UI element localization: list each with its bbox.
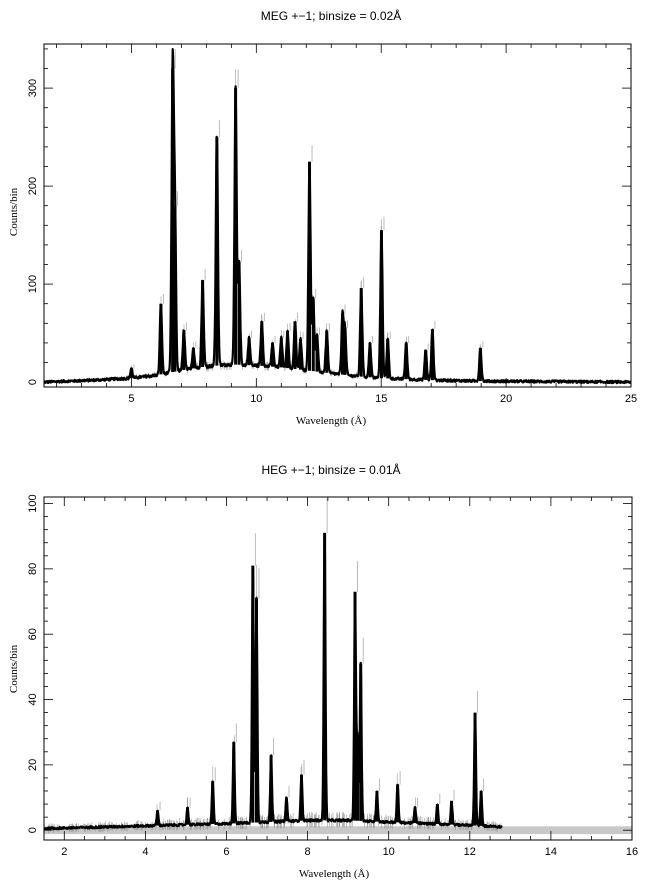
heg-frame [43, 496, 633, 841]
meg-plot-area: 5 10 15 20 25 0 100 200 300 [27, 44, 637, 405]
x-tick-label: 5 [128, 393, 134, 405]
x-tick-label: 6 [223, 846, 229, 858]
meg-xlabel: Wavelength (Å) [296, 415, 367, 427]
heg-title: HEG +−1; binsize = 0.01Å [261, 462, 400, 477]
heg-panel: HEG +−1; binsize = 0.01Å Wavelength (Å) … [8, 462, 638, 880]
y-tick-label: 300 [27, 79, 39, 97]
x-tick-label: 14 [545, 846, 557, 858]
x-tick-label: 15 [375, 393, 387, 405]
x-tick-label: 12 [464, 846, 476, 858]
x-tick-label: 16 [626, 846, 638, 858]
x-tick-label: 20 [500, 393, 512, 405]
spectrum-series [43, 47, 632, 385]
heg-xlabel: Wavelength (Å) [299, 868, 370, 880]
y-tick-label: 200 [27, 177, 39, 195]
error-bars [46, 69, 629, 384]
y-tick-label: 40 [27, 693, 39, 705]
y-tick-label: 60 [27, 628, 39, 640]
meg-panel: MEG +−1; binsize = 0.02Å Wavelength (Å) … [8, 8, 637, 427]
y-tick-label: 100 [27, 275, 39, 293]
meg-title: MEG +−1; binsize = 0.02Å [261, 8, 401, 23]
y-tick-label: 0 [27, 827, 39, 833]
y-tick-label: 20 [27, 759, 39, 771]
heg-ylabel: Counts/bin [8, 644, 20, 693]
x-tick-label: 25 [625, 393, 637, 405]
heg-plot-area: 2 4 6 8 10 12 14 16 0 20 40 60 80 100 [27, 494, 638, 858]
y-tick-label: 0 [27, 379, 39, 385]
x-tick-label: 10 [250, 393, 262, 405]
x-tick-label: 2 [61, 846, 67, 858]
x-tick-label: 8 [305, 846, 311, 858]
meg-ylabel: Counts/bin [8, 187, 20, 236]
y-tick-label: 100 [27, 494, 39, 512]
x-tick-label: 10 [383, 846, 395, 858]
zero-band [44, 826, 632, 835]
x-tick-label: 4 [142, 846, 148, 858]
y-tick-label: 80 [27, 563, 39, 575]
spectrum-series [43, 532, 503, 831]
meg-frame [43, 43, 632, 388]
